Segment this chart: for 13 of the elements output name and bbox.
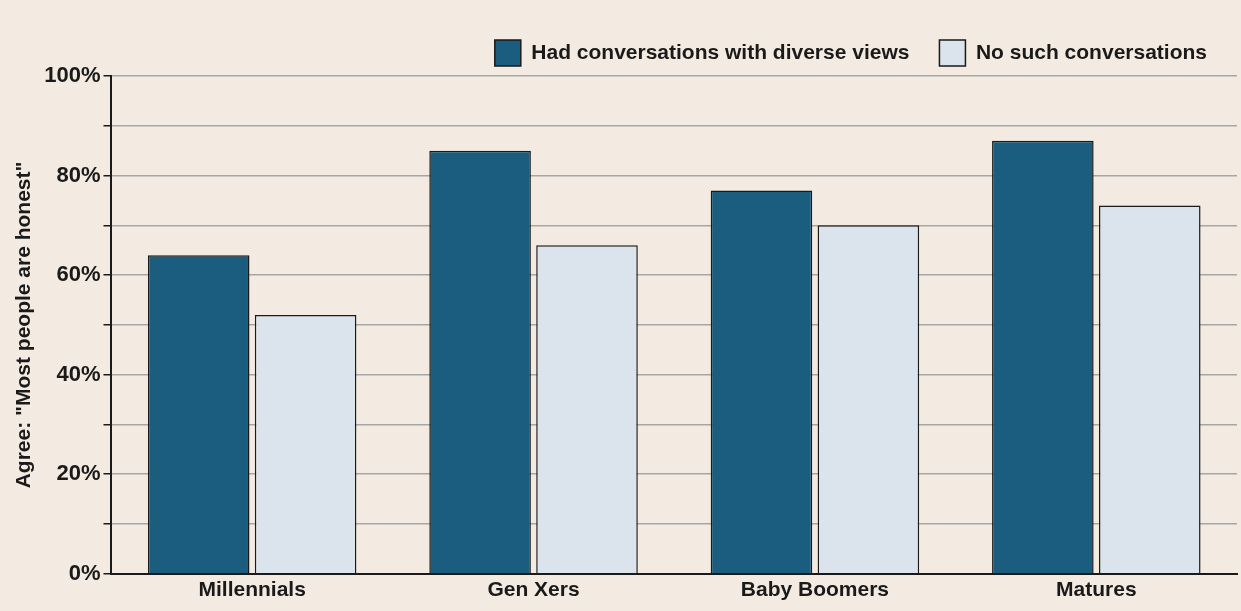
y-tick-label: 80% [56,161,101,187]
x-tick-label: Millennials [198,577,306,601]
y-tick-label: 100% [44,62,101,88]
y-tick-label: 40% [56,360,101,386]
x-tick-label: Baby Boomers [740,577,890,601]
legend-label: Had conversations with diverse views [531,39,910,63]
y-tick-label: 20% [56,460,101,486]
x-tick-label: Matures [1056,577,1137,601]
x-tick-label: Gen Xers [487,577,580,601]
y-tick-label: 60% [56,261,101,287]
legend-label: No such conversations [975,39,1207,63]
y-tick-label: 0% [68,559,101,585]
y-axis-title: Agree: "Most people are honest" [11,161,35,489]
